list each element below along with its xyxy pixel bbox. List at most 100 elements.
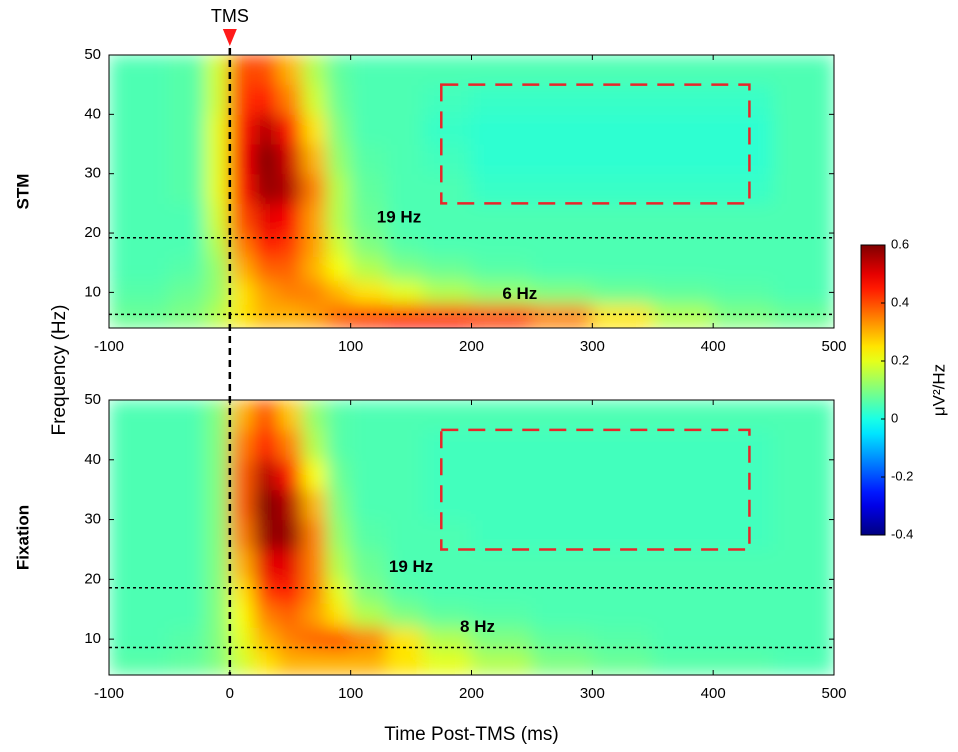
heatmap-cell xyxy=(301,400,327,431)
y-tick-label: 40 xyxy=(84,451,101,468)
heatmap-cell xyxy=(205,84,231,115)
heatmap-cell xyxy=(168,578,207,604)
heatmap-cell xyxy=(229,84,255,115)
colorbar-tick-label: -0.4 xyxy=(891,526,913,541)
plot-area xyxy=(109,55,834,328)
heatmap-cell xyxy=(205,650,231,675)
heatmap-cell xyxy=(168,303,207,328)
heatmap-cell xyxy=(773,602,834,628)
heatmap-cell xyxy=(301,143,327,175)
heatmap-cell xyxy=(326,602,352,628)
heatmap-cell xyxy=(471,578,533,604)
x-tick-label: 100 xyxy=(338,685,363,702)
colorbar-tick-label: 0.2 xyxy=(891,352,909,367)
heatmap-cell xyxy=(205,548,231,580)
heatmap-cell xyxy=(386,489,424,521)
heatmap-cell xyxy=(652,256,714,282)
heatmap-cell xyxy=(350,55,388,86)
heatmap-cell xyxy=(301,459,327,491)
heatmap-cell xyxy=(253,303,279,328)
heatmap-cell xyxy=(386,232,424,258)
heatmap-cell xyxy=(471,232,533,258)
x-axis-label: Time Post-TMS (ms) xyxy=(384,724,559,745)
plot-area xyxy=(109,400,834,675)
heatmap-cell xyxy=(712,602,775,628)
x-tick-label: -100 xyxy=(94,685,124,702)
heatmap-cell xyxy=(350,84,388,115)
heatmap-cell xyxy=(422,280,472,305)
heatmap-cell xyxy=(712,113,775,145)
heatmap-cell xyxy=(326,429,352,461)
heatmap-cell xyxy=(253,232,279,258)
heatmap-cell xyxy=(301,232,327,258)
heatmap-cell xyxy=(350,202,388,234)
heatmap-cell xyxy=(168,602,207,628)
heatmap-cell xyxy=(471,303,533,328)
heatmap-cell xyxy=(386,55,424,86)
heatmap-cell xyxy=(229,55,255,86)
heatmap-cell xyxy=(350,400,388,431)
heatmap-cell xyxy=(205,55,231,86)
heatmap-cell xyxy=(168,232,207,258)
heatmap-cell xyxy=(350,602,388,628)
heatmap-cell xyxy=(301,650,327,675)
y-tick-label: 40 xyxy=(84,105,101,122)
heatmap-cell xyxy=(205,143,231,175)
heatmap-cell xyxy=(531,303,593,328)
heatmap-cell xyxy=(229,303,255,328)
heatmap-cell xyxy=(471,55,533,86)
heatmap-cell xyxy=(350,303,388,328)
heatmap-cell xyxy=(422,578,472,604)
heatmap-cell xyxy=(229,280,255,305)
heatmap-cell xyxy=(253,519,279,550)
heatmap-cell xyxy=(277,84,303,115)
x-tick-label: 0 xyxy=(226,685,234,702)
colorbar-tick-label: -0.2 xyxy=(891,468,913,483)
y-tick-label: 30 xyxy=(84,511,101,528)
x-tick-label: 500 xyxy=(821,338,846,355)
tms-marker xyxy=(222,29,237,46)
heatmap-cell xyxy=(531,489,593,521)
heatmap-cell xyxy=(205,173,231,204)
heatmap-cell xyxy=(277,280,303,305)
heatmap-cell xyxy=(205,280,231,305)
heatmap-cell xyxy=(229,173,255,204)
heatmap-cell xyxy=(301,202,327,234)
heatmap-cell xyxy=(591,232,654,258)
heatmap-cell xyxy=(531,173,593,204)
heatmap-cell xyxy=(301,256,327,282)
heatmap-cell xyxy=(109,548,170,580)
heatmap-cell xyxy=(168,548,207,580)
heatmap-cell xyxy=(773,489,834,521)
heatmap-cell xyxy=(471,489,533,521)
heatmap-cell xyxy=(712,578,775,604)
heatmap-cell xyxy=(168,143,207,175)
heatmap-cell xyxy=(253,202,279,234)
heatmap-cell xyxy=(773,280,834,305)
heatmap-cell xyxy=(253,650,279,675)
heatmap-cell xyxy=(350,143,388,175)
heatmap-cell xyxy=(168,55,207,86)
heatmap-cell xyxy=(277,548,303,580)
heatmap-cell xyxy=(229,489,255,521)
heatmap-cell xyxy=(422,400,472,431)
heatmap-cell xyxy=(229,400,255,431)
heatmap-cell xyxy=(109,602,170,628)
heatmap-cell xyxy=(205,578,231,604)
heatmap-cell xyxy=(109,280,170,305)
heatmap xyxy=(109,400,834,675)
heatmap-cell xyxy=(253,548,279,580)
heatmap-cell xyxy=(471,173,533,204)
heatmap-cell xyxy=(168,202,207,234)
heatmap-cell xyxy=(109,113,170,145)
roi-box xyxy=(440,83,751,205)
y-tick-label: 30 xyxy=(84,165,101,182)
heatmap-cell xyxy=(109,84,170,115)
heatmap-cell xyxy=(277,232,303,258)
heatmap-cell xyxy=(301,173,327,204)
y-axis-label: Frequency (Hz) xyxy=(49,305,70,436)
heatmap-cell xyxy=(326,173,352,204)
heatmap-cell xyxy=(326,459,352,491)
heatmap-cell xyxy=(712,202,775,234)
heatmap-cell xyxy=(652,650,714,675)
